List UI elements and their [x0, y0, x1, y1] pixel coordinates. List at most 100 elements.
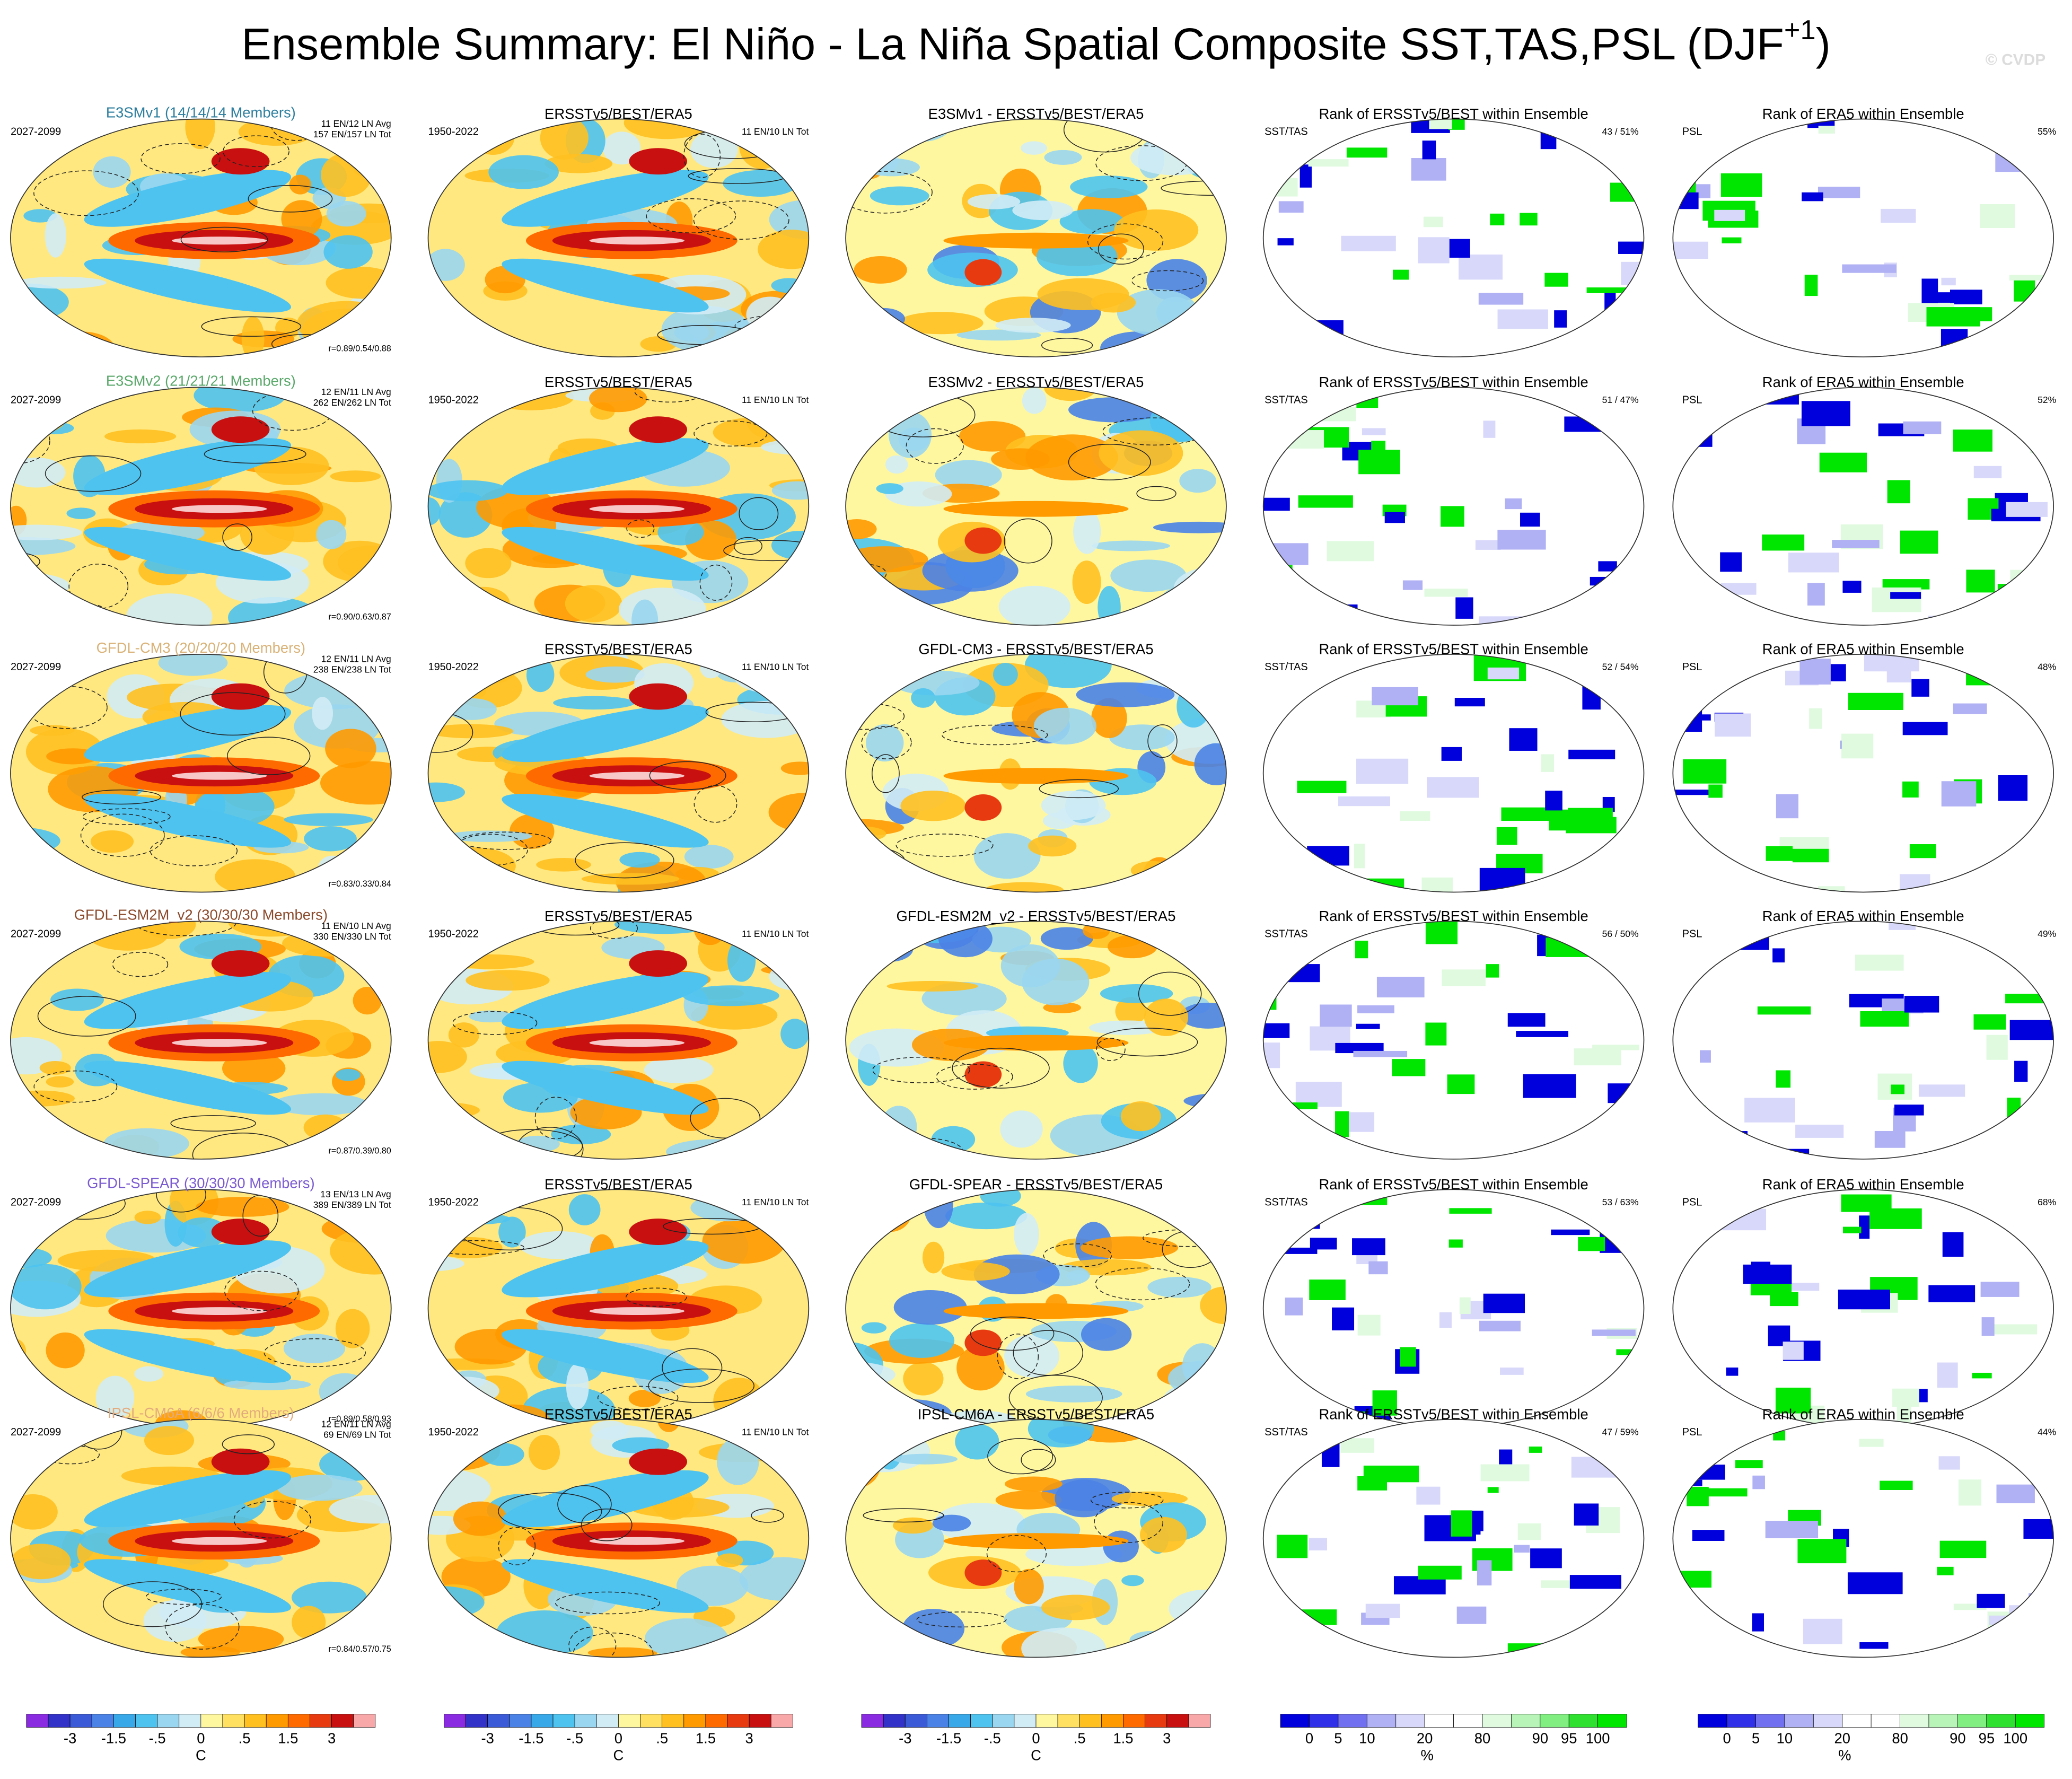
map-region — [995, 1491, 1062, 1510]
map — [10, 387, 391, 626]
map-region — [991, 448, 1050, 470]
rank-sst-title: Rank of ERSSTv5/BEST within Ensemble — [1319, 374, 1588, 390]
map-region — [1872, 587, 1921, 612]
map-region — [1568, 749, 1616, 759]
map-region — [1486, 964, 1499, 978]
map-region — [1540, 130, 1557, 150]
map-region — [1479, 1320, 1521, 1331]
map-outline — [427, 118, 810, 357]
diff-title: IPSL-CM6A - ERSSTv5/BEST/ERA5 — [918, 1406, 1154, 1423]
colorbar-box — [1424, 1714, 1454, 1728]
map-region — [629, 1219, 688, 1245]
map-region — [1421, 877, 1453, 892]
map-region — [690, 131, 738, 168]
map-outline — [427, 653, 810, 893]
contour — [498, 1492, 602, 1531]
colorbar-label: 90 — [1950, 1730, 1965, 1746]
map-region — [1752, 1475, 1765, 1489]
contour — [987, 1438, 1053, 1475]
map-region — [1977, 1593, 2005, 1608]
map-region — [691, 1001, 778, 1030]
contour — [662, 1348, 723, 1388]
map-region — [1874, 1131, 1906, 1148]
map-region — [144, 1426, 194, 1456]
contour — [590, 921, 638, 939]
map-region — [1372, 687, 1418, 706]
map-region — [1091, 698, 1127, 739]
colorbar-box — [1101, 1714, 1123, 1728]
map-region — [1802, 192, 1823, 201]
colorbar-label: 80 — [1892, 1730, 1908, 1746]
contour — [1021, 1449, 1056, 1471]
map-region — [1859, 1215, 1870, 1239]
map-region — [1938, 1456, 1960, 1470]
map-region — [11, 1544, 71, 1580]
map-region — [1115, 997, 1146, 1026]
map-region — [84, 1470, 292, 1528]
map-region — [1263, 957, 1298, 971]
map-region — [1673, 710, 1702, 732]
map-region — [1869, 1208, 1922, 1229]
map-region — [10, 1338, 27, 1365]
obs-period: 1950-2022 — [428, 126, 479, 138]
map-region — [335, 1309, 370, 1348]
map-region — [283, 1334, 346, 1363]
map-region — [1156, 296, 1194, 328]
map-region — [1673, 713, 1683, 733]
map-region — [943, 1303, 1129, 1319]
map-region — [1720, 552, 1742, 572]
map-region — [1673, 790, 1713, 795]
map-region — [428, 480, 508, 502]
map-region — [931, 1126, 976, 1153]
map-region — [1766, 846, 1793, 861]
map-region — [941, 1262, 1010, 1281]
map-region — [1004, 1335, 1060, 1378]
map-region — [428, 1620, 460, 1658]
map-region — [10, 329, 33, 347]
map-region — [1429, 119, 1452, 129]
map-region — [211, 148, 270, 175]
map-region — [1292, 1102, 1318, 1109]
map-region — [84, 1559, 292, 1613]
map-region — [1714, 1208, 1767, 1231]
obs-period: 1950-2022 — [428, 661, 479, 673]
map-region — [1926, 307, 1980, 327]
map-region — [329, 1495, 391, 1524]
map-region — [1297, 781, 1347, 793]
colorbar-label: 100 — [1586, 1730, 1610, 1746]
colorbar-label: 1.5 — [696, 1730, 716, 1746]
map-region — [143, 1600, 207, 1642]
map-region — [10, 1090, 75, 1107]
map-region — [922, 1241, 945, 1274]
map-region — [1921, 278, 1938, 304]
contour — [942, 724, 1048, 746]
map-region — [1998, 775, 2028, 801]
map-region — [1147, 1276, 1211, 1298]
map-region — [885, 597, 915, 626]
colorbar-box — [1482, 1714, 1512, 1728]
rank-psl-var: PSL — [1682, 395, 1702, 406]
map-region — [1735, 1460, 1763, 1468]
map-region — [1120, 1101, 1161, 1132]
map — [846, 1419, 1226, 1658]
colorbar-box — [353, 1714, 376, 1728]
map-region — [1037, 278, 1129, 310]
contour — [224, 1270, 299, 1311]
map-bg — [1263, 119, 1644, 357]
map-region — [481, 1443, 524, 1466]
contour — [1004, 518, 1052, 564]
map-region — [1564, 416, 1612, 432]
map-region — [1169, 1589, 1226, 1628]
map-region — [1673, 241, 1708, 259]
contour — [204, 444, 306, 464]
rank-psl-var: PSL — [1682, 126, 1702, 138]
map — [846, 119, 1226, 357]
map-region — [1516, 1031, 1569, 1037]
contour — [1090, 1492, 1164, 1509]
map-region — [1169, 1431, 1226, 1447]
map-region — [1973, 466, 2002, 478]
colorbar-box — [69, 1714, 92, 1728]
contour — [690, 1098, 761, 1138]
map-region — [2023, 1519, 2054, 1539]
